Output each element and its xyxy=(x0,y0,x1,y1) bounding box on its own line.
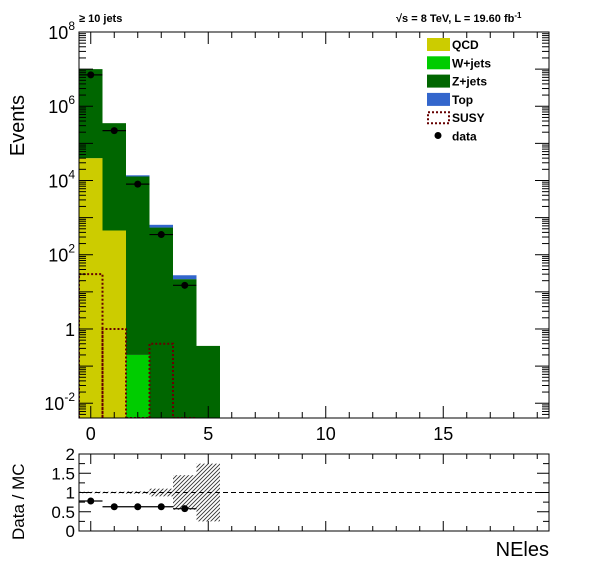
bar-zjets-bin-3 xyxy=(149,227,173,418)
ratio-y-tick-label: 1 xyxy=(66,484,75,503)
bar-zjets-bin-4 xyxy=(173,279,197,418)
susy-histogram xyxy=(79,273,197,418)
bar-top-bin-2 xyxy=(126,175,150,177)
y-tick-label: 102 xyxy=(48,242,75,266)
ratio-point-3 xyxy=(157,503,165,511)
data-point-1 xyxy=(110,127,118,135)
x-tick-label: 0 xyxy=(86,424,96,444)
bar-top-bin-4 xyxy=(173,275,197,280)
susy-bin-1 xyxy=(101,327,127,418)
ratio-y-axis-label: Data / MC xyxy=(9,463,28,540)
data-point-3 xyxy=(157,231,165,239)
data-point-2 xyxy=(134,180,142,188)
bar-zjets-bin-5 xyxy=(196,345,220,418)
susy-bin-3 xyxy=(148,342,174,418)
ratio-uncertainty-band xyxy=(79,463,220,522)
x-tick-label: 10 xyxy=(316,424,336,444)
data-point-4 xyxy=(181,281,189,289)
ratio-points xyxy=(79,497,197,513)
energy-lumi-label: √s = 8 TeV, L = 19.60 fb-1 xyxy=(396,11,522,25)
y-tick-label: 104 xyxy=(48,167,75,191)
legend: QCD W+jets Z+jets Top SUSY data xyxy=(427,38,491,144)
ratio-y-tick-label: 1.5 xyxy=(51,464,75,483)
ratio-y-tick-label: 0.5 xyxy=(51,503,75,522)
legend-label: Top xyxy=(452,93,473,107)
data-points xyxy=(79,71,197,289)
ratio-y-tick-label: 0 xyxy=(66,522,75,541)
legend-label: QCD xyxy=(452,38,479,52)
legend-label: SUSY xyxy=(452,111,485,125)
x-tick-label: 15 xyxy=(433,424,453,444)
legend-label: W+jets xyxy=(452,56,491,70)
y-tick-label: 108 xyxy=(48,19,75,43)
bar-qcd-bin-1 xyxy=(102,230,126,418)
ratio-point-4 xyxy=(181,505,189,513)
legend-label: Z+jets xyxy=(452,75,487,89)
data-point-0 xyxy=(87,71,95,79)
stacked-histogram xyxy=(79,69,220,418)
legend-label: data xyxy=(452,130,477,144)
ratio-point-1 xyxy=(110,503,118,511)
main-axes: 0 5 10 15 10-2 1 102 104 106 108 xyxy=(44,19,549,444)
bar-top-bin-3 xyxy=(149,224,173,228)
ratio-point-0 xyxy=(87,497,95,505)
main-plot-frame xyxy=(78,31,550,419)
y-axis-label: Events xyxy=(7,95,29,156)
ratio-y-tick-label: 2 xyxy=(66,445,75,464)
bar-zjets-bin-2 xyxy=(126,176,150,355)
bar-wjets-bin-2 xyxy=(126,354,150,418)
y-tick-label: 106 xyxy=(48,93,75,117)
x-tick-label: 5 xyxy=(203,424,213,444)
x-axis-label: NEles xyxy=(496,539,549,561)
bar-zjets-bin-1 xyxy=(102,123,126,231)
y-tick-label: 1 xyxy=(65,320,75,340)
ratio-point-2 xyxy=(134,503,142,511)
y-tick-label: 10-2 xyxy=(44,390,75,414)
selection-label: ≥ 10 jets xyxy=(79,13,122,25)
bar-qcd-bin-0 xyxy=(79,158,103,418)
ratio-axes: 00.511.52 xyxy=(51,445,549,541)
bar-zjets-bin-0 xyxy=(79,69,103,159)
